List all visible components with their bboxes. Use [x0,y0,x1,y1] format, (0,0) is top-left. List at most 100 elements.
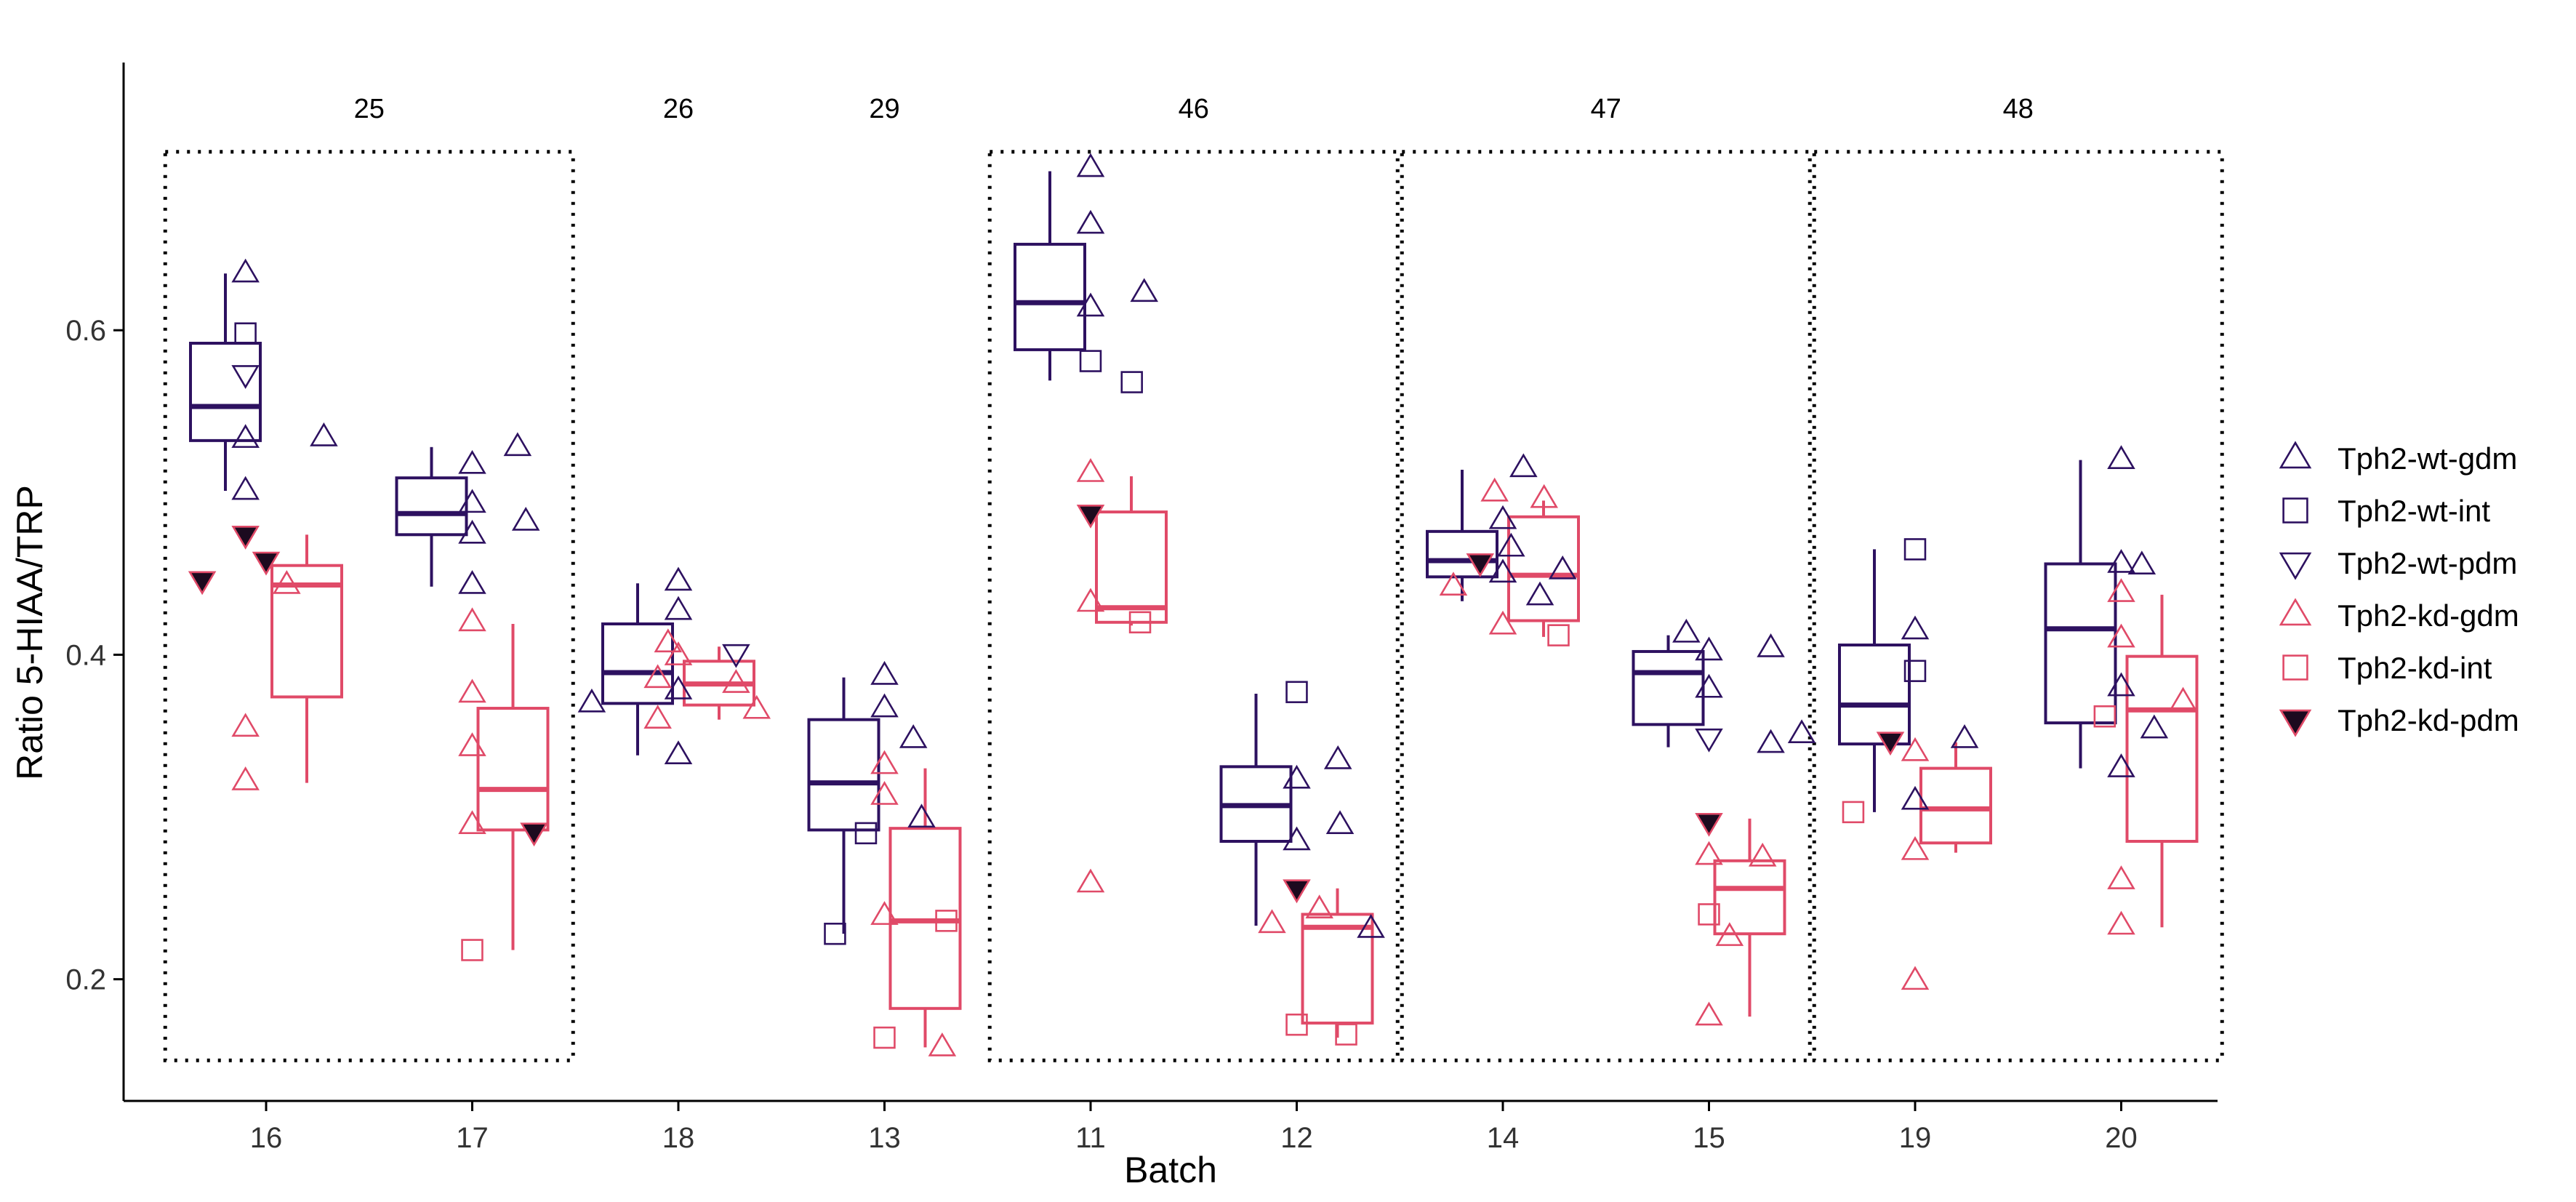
point-Tph2-kd-gdm [2107,910,2135,935]
point-Tph2-wt-gdm [1695,673,1723,698]
box-kd-batch-15 [1713,818,1786,1017]
point-Tph2-kd-gdm [1439,572,1468,596]
point-Tph2-wt-gdm [458,449,486,474]
legend-label: Tph2-kd-int [2338,651,2492,685]
group-frame-46 [987,150,1400,1062]
box-kd-batch-18 [683,646,755,720]
box-kd-batch-19 [1919,742,1992,853]
point-Tph2-wt-gdm [1325,810,1355,834]
point-Tph2-wt-gdm [2127,550,2156,574]
point-Tph2-wt-int [1903,538,1927,561]
group-frame-47 [1400,150,1812,1062]
point-Tph2-wt-gdm [2107,672,2135,697]
box-kd-batch-17 [476,624,550,950]
box-wt-batch-17 [395,446,468,587]
box-kd-batch-20 [2125,594,2199,928]
point-Tph2-wt-gdm [458,519,486,544]
point-Tph2-wt-gdm [1323,745,1352,769]
point-Tph2-kd-gdm [2107,865,2135,889]
point-Tph2-kd-pdm [1876,732,1905,756]
y-tick-label: 0.2 [65,964,106,996]
box-wt-batch-20 [2044,460,2117,769]
point-Tph2-kd-pdm [1695,812,1723,837]
point-Tph2-kd-gdm [458,732,486,756]
y-tick-label: 0.4 [65,639,106,671]
point-Tph2-wt-gdm [1130,278,1158,302]
data-points [188,153,2197,1057]
point-Tph2-wt-gdm [870,660,899,685]
point-Tph2-wt-gdm [870,693,899,718]
point-Tph2-wt-gdm [1283,764,1311,789]
point-Tph2-kd-int [873,1026,896,1049]
point-Tph2-kd-gdm [1305,894,1333,918]
point-Tph2-kd-pdm [231,526,260,550]
point-Tph2-wt-gdm [1901,615,1930,640]
box-wt-batch-18 [601,583,674,756]
legend-item: Tph2-wt-pdm [2279,546,2517,580]
point-Tph2-wt-gdm [1076,153,1105,177]
point-Tph2-wt-gdm [2107,753,2135,777]
point-Tph2-wt-gdm [1695,636,1723,661]
point-Tph2-kd-gdm [1480,477,1509,502]
batch-group-labels: 25 26 29 46 47 48 [354,94,2034,124]
point-Tph2-kd-gdm [2107,623,2135,648]
box-body [1632,649,1705,726]
box-kd-batch-11 [1095,476,1168,626]
point-Tph2-kd-pdm [1283,879,1311,904]
point-Tph2-wt-gdm [458,489,486,513]
box-kd-batch-12 [1301,888,1374,1038]
point-Tph2-wt-int [1120,371,1143,393]
point-Tph2-wt-gdm [1548,555,1577,580]
point-Tph2-wt-gdm [503,432,532,457]
box-body [189,342,262,442]
box-wt-batch-13 [807,677,880,934]
point-Tph2-wt-gdm [231,424,260,448]
point-Tph2-wt-gdm [1901,785,1930,810]
point-Tph2-kd-gdm [231,766,260,790]
point-Tph2-kd-gdm [1715,922,1744,946]
box-body [601,622,674,705]
group-label: 48 [2003,94,2034,124]
point-Tph2-wt-gdm [1509,453,1538,478]
x-tick-label: 17 [456,1122,489,1154]
legend-key-Tph2-kd-pdm [2279,709,2312,737]
point-Tph2-kd-gdm [643,705,672,729]
y-tick-label: 0.6 [65,315,106,347]
point-Tph2-kd-gdm [722,669,750,693]
legend: Tph2-wt-gdm Tph2-wt-int Tph2-wt-pdm Tph2-kd… [2279,441,2519,737]
point-Tph2-wt-pdm [1695,728,1723,753]
point-Tph2-kd-gdm [643,664,672,689]
point-Tph2-kd-gdm [2169,686,2197,711]
point-Tph2-kd-gdm [870,750,899,774]
box-wt-batch-11 [1014,171,1086,381]
point-Tph2-kd-gdm [1901,836,1930,860]
point-Tph2-wt-gdm [1076,292,1105,317]
x-tick-label: 18 [662,1122,695,1154]
point-Tph2-wt-pdm [722,644,750,668]
box-body [476,707,550,832]
point-Tph2-wt-gdm [1525,581,1554,606]
legend-label: Tph2-wt-pdm [2338,546,2517,580]
point-Tph2-wt-int [1285,681,1308,703]
x-axis-ticks: 16 17 18 13 11 12 14 15 19 20 [250,1101,2138,1154]
point-Tph2-wt-pdm [231,365,260,389]
x-tick-label: 19 [1899,1122,1932,1154]
point-Tph2-kd-int [1285,1013,1308,1036]
box-wt-batch-15 [1632,635,1705,748]
legend-label: Tph2-wt-int [2338,494,2490,528]
x-tick-label: 12 [1280,1122,1313,1154]
legend-key-Tph2-kd-gdm [2279,598,2312,626]
point-Tph2-kd-gdm [2107,578,2135,602]
point-Tph2-wt-gdm [1497,532,1525,557]
point-Tph2-kd-int [2093,705,2116,728]
point-Tph2-kd-int [1547,624,1570,646]
point-Tph2-wt-gdm [577,688,606,713]
point-Tph2-wt-gdm [2140,714,2169,739]
point-Tph2-wt-int [234,322,257,345]
point-Tph2-kd-int [935,910,958,932]
point-Tph2-kd-gdm [928,1032,957,1057]
box-kd-batch-13 [888,768,962,1048]
y-axis-title: Ratio 5-HIAA/TRP [9,485,50,780]
point-Tph2-kd-gdm [1748,842,1777,867]
legend-item: Tph2-kd-int [2282,651,2492,685]
